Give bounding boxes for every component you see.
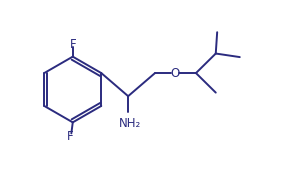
Text: F: F <box>70 38 76 51</box>
Text: O: O <box>170 67 179 80</box>
Text: NH₂: NH₂ <box>118 117 141 130</box>
Text: F: F <box>67 130 73 143</box>
